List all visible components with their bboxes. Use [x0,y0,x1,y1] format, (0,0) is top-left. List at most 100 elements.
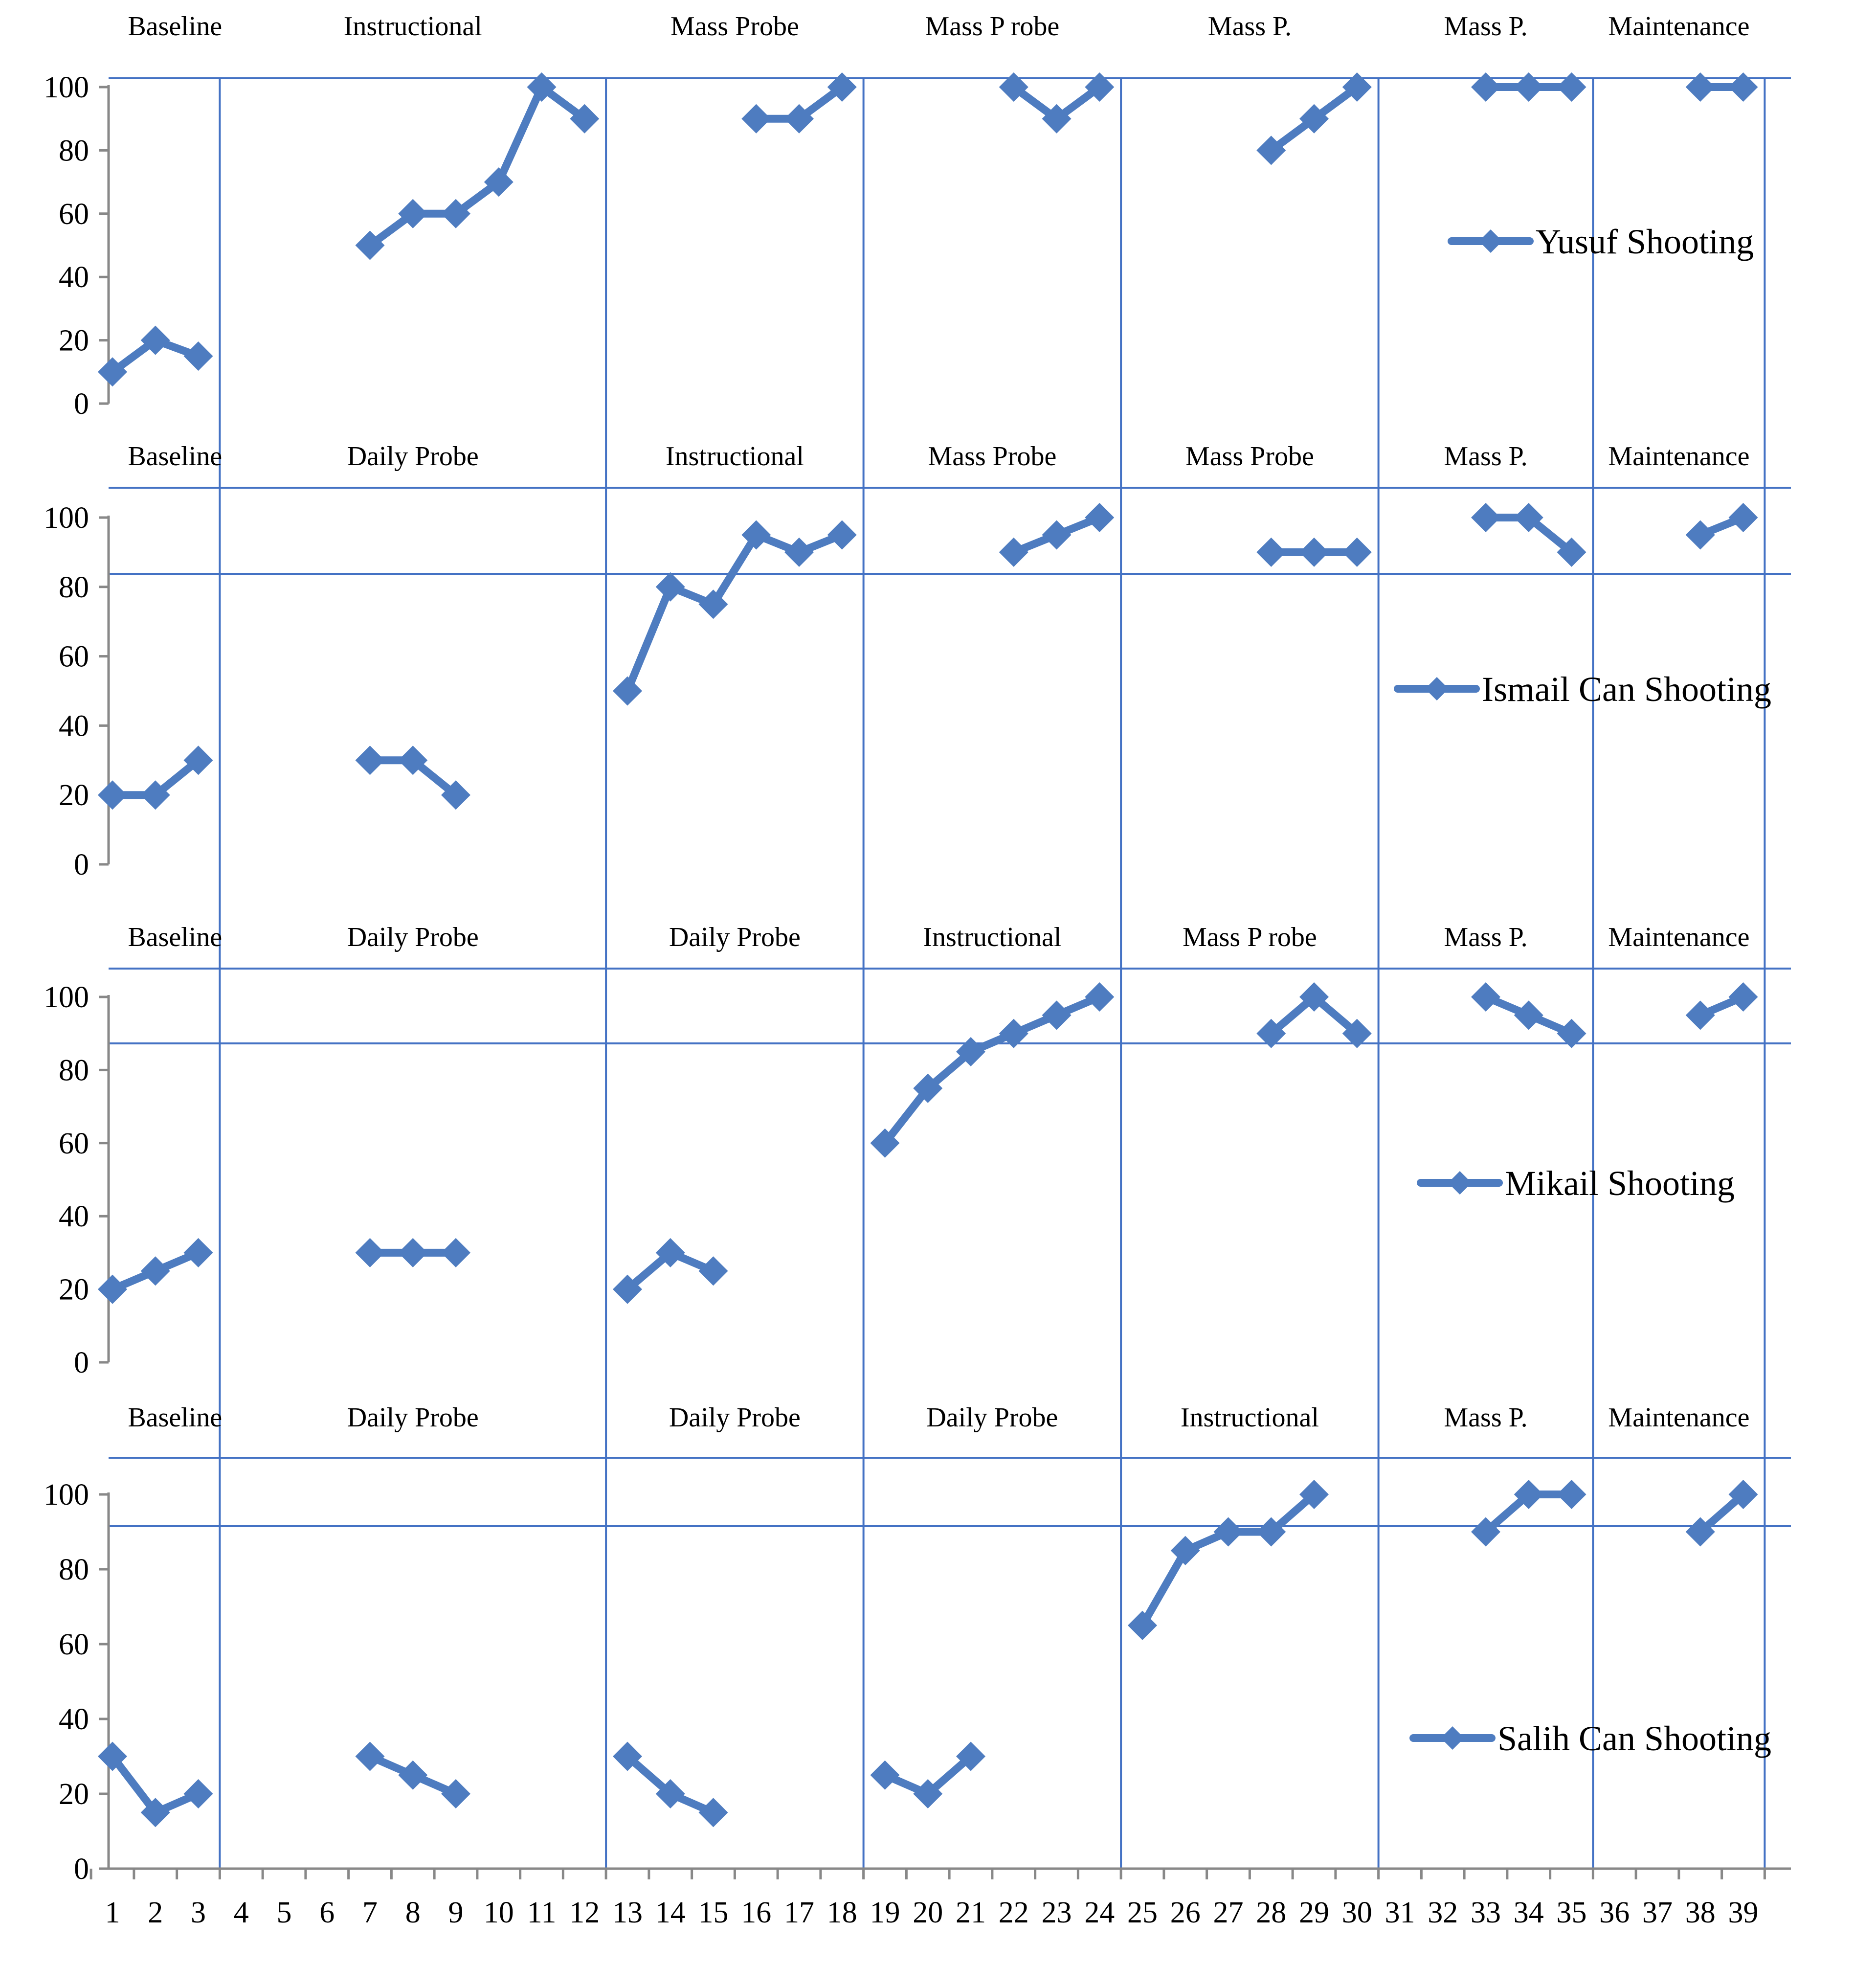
y-tick-label: 60 [59,198,89,231]
data-point [784,104,814,134]
data-point [1256,1018,1286,1048]
series-line [1139,1491,1318,1629]
data-point [1685,1000,1715,1030]
x-tick-label: 13 [612,1896,643,1929]
x-tick-label: 10 [484,1896,514,1929]
data-point [655,1238,685,1267]
x-tick-label: 28 [1256,1896,1286,1929]
phase-label: Maintenance [1608,11,1749,42]
y-tick-label: 20 [59,1273,89,1307]
data-point [913,1073,943,1103]
phase-label: Mass P. [1208,11,1292,42]
data-point [999,1018,1028,1048]
y-tick-label: 80 [59,1054,89,1087]
x-tick-label: 14 [655,1896,686,1929]
data-point [183,1238,213,1267]
x-tick-label: 25 [1127,1896,1158,1929]
data-point [698,1256,728,1286]
data-point [527,72,557,102]
data-point [1728,503,1758,532]
data-point [1471,72,1500,102]
data-point [1471,503,1500,532]
y-tick-label: 40 [59,709,89,743]
x-tick-label: 1 [105,1896,120,1929]
y-tick-label: 40 [59,1703,89,1736]
x-tick-label: 36 [1599,1896,1630,1929]
data-point [1256,537,1286,567]
data-point [1514,1480,1543,1509]
legend-marker [1448,1171,1472,1195]
x-tick-label: 26 [1170,1896,1201,1929]
x-tick-label: 15 [698,1896,729,1929]
x-tick-label: 22 [999,1896,1029,1929]
data-point [1085,72,1115,102]
data-point [613,1274,642,1304]
phase-label: Mass P robe [925,11,1059,42]
data-point [1342,1018,1372,1048]
data-point [355,746,385,775]
data-point [999,72,1028,102]
data-point [613,676,642,706]
legend-marker [1441,1726,1464,1750]
data-point [398,1238,428,1267]
x-tick-label: 11 [527,1896,557,1929]
data-point [98,1274,127,1304]
phase-label: Baseline [128,922,222,952]
x-tick-label: 34 [1514,1896,1544,1929]
data-point [484,167,514,197]
x-tick-label: 4 [234,1896,249,1929]
phase-label: Daily Probe [669,922,801,952]
x-tick-label: 32 [1428,1896,1458,1929]
y-tick-label: 80 [59,571,89,604]
data-point [784,537,814,567]
x-tick-label: 27 [1213,1896,1244,1929]
phase-label: Mass P. [1444,11,1527,42]
data-point [355,1741,385,1771]
phase-label: Daily Probe [926,1402,1058,1433]
data-point [140,1256,170,1286]
x-tick-label: 19 [870,1896,900,1929]
data-point [1514,72,1543,102]
x-tick-label: 2 [148,1896,163,1929]
phase-label: Maintenance [1608,1402,1749,1433]
y-tick-label: 20 [59,324,89,358]
phase-label: Mass Probe [670,11,799,42]
phase-label: Mass P robe [1183,922,1317,952]
data-point [1471,982,1500,1012]
data-point [1728,72,1758,102]
phase-label: Maintenance [1608,922,1749,952]
series-line [366,83,589,249]
phase-label: Daily Probe [347,441,479,472]
phase-label: Mass Probe [1185,441,1314,472]
data-point [98,780,127,810]
phase-label: Baseline [128,11,222,42]
data-point [1728,1480,1758,1509]
data-point [1685,520,1715,550]
data-point [1085,503,1115,532]
y-tick-label: 0 [74,387,89,421]
x-tick-label: 16 [741,1896,771,1929]
y-tick-label: 100 [44,981,89,1014]
data-point [183,341,213,371]
data-point [98,357,127,387]
data-point [1514,1000,1543,1030]
data-point [1557,1480,1586,1509]
phase-label: Mass P. [1444,1402,1527,1433]
x-tick-label: 23 [1042,1896,1072,1929]
y-tick-label: 0 [74,1852,89,1886]
data-point [1557,537,1586,567]
x-tick-label: 12 [569,1896,600,1929]
phase-label: Daily Probe [669,1402,801,1433]
x-tick-label: 5 [277,1896,292,1929]
x-tick-label: 6 [319,1896,335,1929]
data-point [1256,1517,1286,1547]
y-tick-label: 40 [59,1200,89,1233]
data-point [183,746,213,775]
phase-label: Daily Probe [347,922,479,952]
x-tick-label: 24 [1084,1896,1115,1929]
data-point [870,1128,900,1158]
data-point [355,1238,385,1267]
data-point [1042,520,1072,550]
y-tick-label: 60 [59,1628,89,1661]
